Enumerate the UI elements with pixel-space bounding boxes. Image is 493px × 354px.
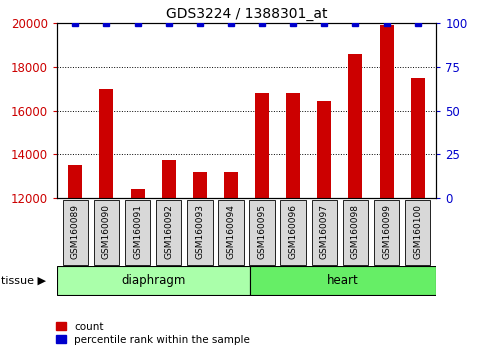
Text: heart: heart (327, 274, 359, 287)
Text: GSM160093: GSM160093 (195, 204, 204, 259)
FancyBboxPatch shape (281, 200, 306, 265)
FancyBboxPatch shape (312, 200, 337, 265)
FancyBboxPatch shape (405, 200, 430, 265)
Text: diaphragm: diaphragm (121, 274, 185, 287)
Text: GSM160099: GSM160099 (382, 204, 391, 259)
Text: GSM160091: GSM160091 (133, 204, 142, 259)
Bar (162, 160, 176, 198)
Bar (255, 93, 269, 198)
FancyBboxPatch shape (94, 200, 119, 265)
Text: GSM160100: GSM160100 (413, 204, 422, 259)
Bar (411, 78, 424, 198)
Bar (380, 25, 393, 198)
FancyBboxPatch shape (249, 200, 275, 265)
Text: GSM160090: GSM160090 (102, 204, 111, 259)
Bar (286, 93, 300, 198)
Bar (224, 172, 238, 198)
Text: GSM160094: GSM160094 (226, 204, 236, 259)
Bar (349, 54, 362, 198)
Bar (317, 101, 331, 198)
Bar (69, 165, 82, 198)
Text: GSM160096: GSM160096 (289, 204, 298, 259)
Bar (100, 89, 113, 198)
Bar (193, 172, 207, 198)
Text: GSM160092: GSM160092 (164, 204, 173, 259)
FancyBboxPatch shape (187, 200, 212, 265)
Text: GSM160089: GSM160089 (71, 204, 80, 259)
Title: GDS3224 / 1388301_at: GDS3224 / 1388301_at (166, 7, 327, 21)
FancyBboxPatch shape (125, 200, 150, 265)
Text: GSM160097: GSM160097 (320, 204, 329, 259)
Text: GSM160095: GSM160095 (257, 204, 267, 259)
FancyBboxPatch shape (156, 200, 181, 265)
FancyBboxPatch shape (218, 200, 244, 265)
FancyBboxPatch shape (63, 200, 88, 265)
FancyBboxPatch shape (343, 200, 368, 265)
Bar (131, 189, 144, 198)
FancyBboxPatch shape (374, 200, 399, 265)
Text: tissue ▶: tissue ▶ (1, 275, 46, 286)
FancyBboxPatch shape (249, 266, 436, 295)
Text: GSM160098: GSM160098 (351, 204, 360, 259)
Legend: count, percentile rank within the sample: count, percentile rank within the sample (52, 317, 254, 349)
FancyBboxPatch shape (57, 266, 249, 295)
